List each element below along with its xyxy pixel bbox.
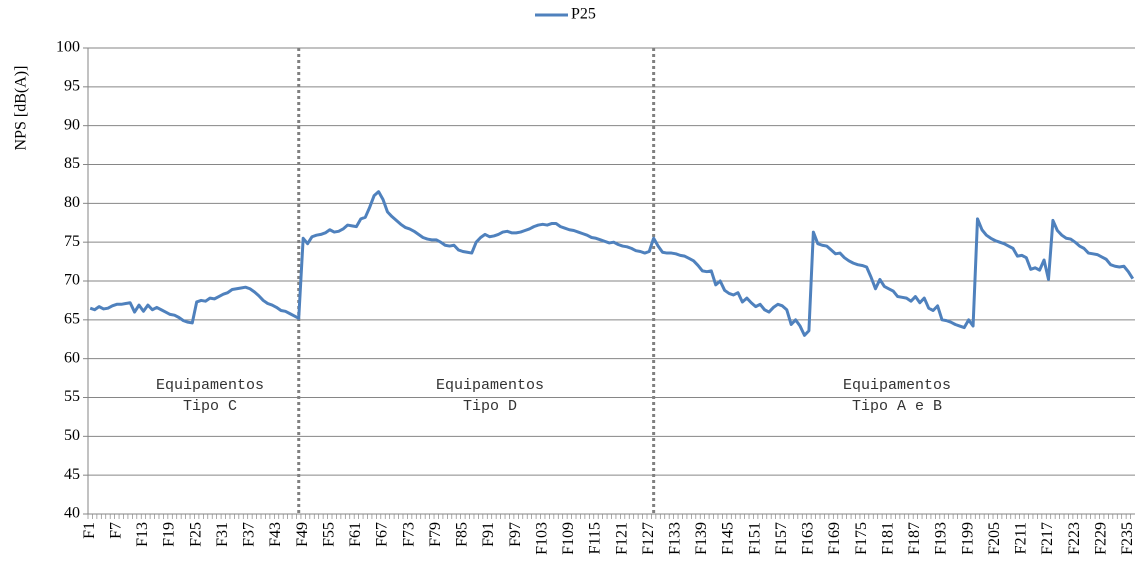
x-tick-label: F49 — [294, 522, 311, 547]
x-tick-label: F25 — [187, 522, 204, 547]
annotation: Equipamentos — [843, 377, 951, 394]
x-tick-label: F109 — [560, 522, 577, 555]
y-tick-label: 40 — [64, 505, 80, 522]
y-tick-label: 90 — [64, 116, 80, 133]
x-tick-label: F37 — [241, 522, 258, 547]
y-tick-label: 80 — [64, 194, 80, 211]
x-tick-label: F193 — [933, 522, 950, 555]
x-tick-label: F7 — [108, 522, 125, 539]
y-tick-label: 100 — [56, 39, 80, 56]
x-tick-label: F199 — [959, 522, 976, 555]
annotation: Tipo A e B — [852, 398, 942, 415]
legend-label: P25 — [571, 6, 596, 23]
x-tick-label: F121 — [613, 522, 630, 555]
x-tick-label: F55 — [320, 522, 337, 547]
y-tick-label: 95 — [64, 78, 80, 95]
data-line — [89, 190, 1135, 337]
x-tick-label: F205 — [986, 522, 1003, 555]
y-tick-label: 85 — [64, 155, 80, 172]
x-tick-label: F1 — [81, 522, 98, 539]
x-tick-label: F67 — [374, 522, 391, 547]
x-tick-label: F229 — [1092, 522, 1109, 555]
annotation: Equipamentos — [436, 377, 544, 394]
y-tick-label: 70 — [64, 272, 80, 289]
x-tick-label: F85 — [454, 522, 471, 547]
y-tick-label: 45 — [64, 466, 80, 483]
x-tick-label: F31 — [214, 522, 231, 547]
annotation: Equipamentos — [156, 377, 264, 394]
x-tick-label: F19 — [161, 522, 178, 547]
x-tick-label: F163 — [800, 522, 817, 555]
x-tick-label: F73 — [400, 522, 417, 547]
x-tick-label: F115 — [587, 522, 604, 554]
y-tick-label: 55 — [64, 388, 80, 405]
x-tick-label: F133 — [667, 522, 684, 555]
x-tick-label: F151 — [746, 522, 763, 555]
x-tick-label: F127 — [640, 522, 657, 555]
x-tick-label: F223 — [1066, 522, 1083, 555]
x-tick-label: F13 — [134, 522, 151, 547]
x-tick-label: F175 — [853, 522, 870, 555]
x-tick-label: F157 — [773, 522, 790, 555]
x-tick-label: F169 — [826, 522, 843, 555]
x-tick-label: F145 — [720, 522, 737, 555]
x-tick-label: F217 — [1039, 522, 1056, 555]
y-tick-label: 75 — [64, 233, 80, 250]
y-axis-label: NPS [dB(A)] — [13, 66, 30, 151]
x-tick-label: F97 — [507, 522, 524, 547]
x-tick-label: F43 — [267, 522, 284, 547]
x-tick-label: F79 — [427, 522, 444, 547]
x-tick-label: F187 — [906, 522, 923, 555]
annotation: Tipo C — [183, 398, 237, 415]
x-tick-label: F139 — [693, 522, 710, 555]
x-tick-label: F211 — [1013, 522, 1030, 554]
y-tick-label: 50 — [64, 427, 80, 444]
y-tick-label: 65 — [64, 311, 80, 328]
x-tick-label: F91 — [480, 522, 497, 547]
annotation: Tipo D — [463, 398, 517, 415]
x-tick-label: F103 — [533, 522, 550, 555]
x-tick-label: F181 — [879, 522, 896, 555]
y-tick-label: 60 — [64, 349, 80, 366]
x-tick-label: F235 — [1119, 522, 1136, 555]
x-tick-label: F61 — [347, 522, 364, 547]
